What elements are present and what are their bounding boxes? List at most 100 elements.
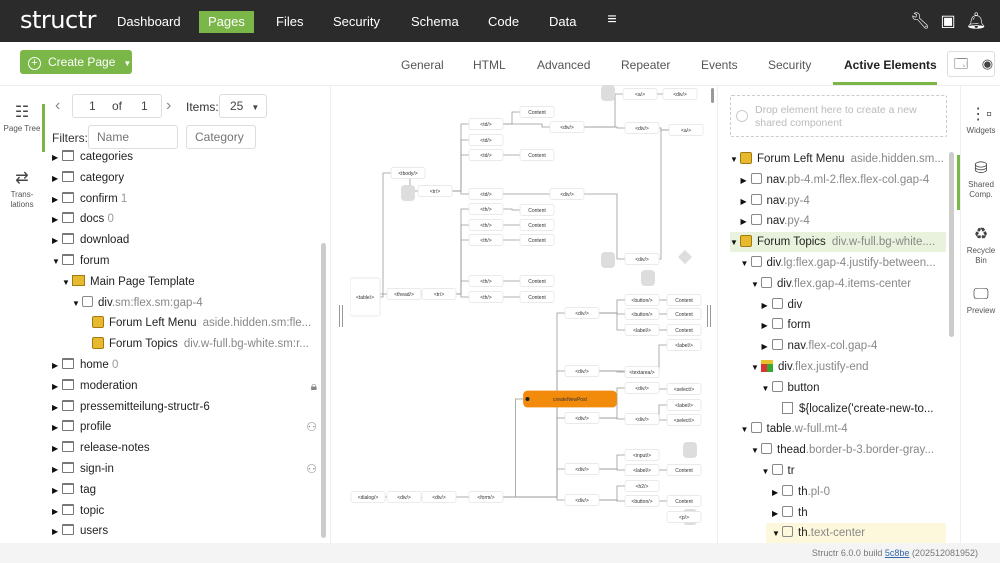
tree-row[interactable]: ▼ th.text-center (766, 523, 946, 543)
caret-right-icon[interactable]: ▶ (52, 381, 59, 391)
graph-node[interactable]: <p/> (666, 511, 702, 523)
graph-node[interactable]: <div/> (624, 122, 660, 134)
graph-node[interactable]: <div/> (549, 188, 585, 200)
create-page-button[interactable]: + Create Page ▼ (20, 50, 132, 74)
nav-schema[interactable]: Schema (411, 14, 459, 29)
page-tree-scrollbar[interactable] (321, 243, 326, 538)
caret-right-icon[interactable]: ▶ (772, 487, 779, 497)
nav-security[interactable]: Security (333, 14, 380, 29)
graph-node[interactable]: <td/> (468, 149, 504, 161)
graph-node[interactable]: <div/> (421, 491, 457, 503)
nav-data[interactable]: Data (549, 14, 577, 29)
caret-right-icon[interactable]: ▶ (740, 217, 747, 227)
graph-node[interactable]: <label/> (624, 324, 660, 336)
graph-node[interactable]: <th/> (468, 234, 504, 246)
graph-node[interactable]: <div/> (564, 307, 600, 319)
users-icon[interactable]: ⚇ (306, 420, 317, 435)
graph-node[interactable]: <td/> (468, 118, 504, 130)
graph-node[interactable]: <td/> (468, 188, 504, 200)
tree-row[interactable]: ▶ docs 0 (52, 209, 317, 229)
graph-node[interactable]: <textarea/> (624, 366, 660, 378)
caret-down-icon[interactable]: ▼ (62, 277, 70, 287)
right-splitter-handle[interactable] (707, 305, 711, 327)
tree-row[interactable]: ▶ nav.py-4 (741, 211, 947, 231)
graph-node[interactable]: <input/> (624, 449, 660, 461)
graph-node[interactable]: <th/> (468, 203, 504, 215)
tree-row[interactable]: ▼ forum (52, 251, 317, 271)
graph-node[interactable]: <tr/> (417, 185, 453, 197)
graph-node[interactable]: <div/> (662, 88, 698, 100)
tree-row[interactable]: ▼ div.lg:flex.gap-4.justify-between... (741, 253, 947, 273)
caret-down-icon[interactable]: ▼ (751, 446, 759, 456)
caret-right-icon[interactable]: ▶ (52, 361, 59, 370)
tree-row[interactable]: ▶ th (772, 503, 946, 523)
tree-row[interactable]: ▶ home 0 (52, 355, 317, 375)
tree-row[interactable]: ▶ form (762, 315, 947, 335)
graph-node[interactable]: <div/> (564, 463, 600, 475)
tab-security[interactable]: Security (768, 58, 812, 72)
tree-row[interactable]: ▼ Main Page Template (62, 272, 317, 292)
graph-node[interactable]: <tr/> (421, 288, 457, 300)
terminal-icon[interactable]: ▣ (940, 13, 956, 30)
tab-events[interactable]: Events (701, 58, 738, 72)
caret-down-icon[interactable]: ▼ (751, 363, 759, 372)
caret-right-icon[interactable]: ▶ (761, 342, 768, 352)
tree-row[interactable]: ▶ confirm 1 (52, 189, 317, 209)
graph-node[interactable]: <tbody/> (390, 167, 426, 179)
graph-node[interactable]: Content (666, 495, 702, 507)
prev-page-button[interactable]: ‹ (55, 97, 61, 114)
shared-tree-scrollbar[interactable] (949, 152, 954, 337)
tree-row[interactable]: Forum Left Menu aside.hidden.sm:fle... (82, 313, 317, 333)
graph-node[interactable]: <td/> (468, 134, 504, 146)
graph-node[interactable]: <div/> (624, 253, 660, 265)
caret-right-icon[interactable]: ▶ (52, 465, 59, 474)
tree-row[interactable]: ▶ nav.flex-col.gap-4 (762, 336, 947, 356)
graph-node[interactable]: <label/> (666, 339, 702, 351)
tab-active-elements[interactable]: Active Elements (844, 58, 937, 72)
page-settings-icon[interactable]: 🗔 (954, 56, 969, 71)
graph-node[interactable]: <div/> (564, 494, 600, 506)
graph-node[interactable]: <div/> (564, 412, 600, 424)
graph-node[interactable]: <form/> (468, 491, 504, 503)
caret-right-icon[interactable]: ▶ (52, 215, 59, 225)
caret-right-icon[interactable]: ▶ (740, 196, 747, 206)
caret-down-icon[interactable]: ▼ (772, 529, 780, 539)
tree-row[interactable]: ▶ category (52, 168, 317, 188)
caret-right-icon[interactable]: ▶ (761, 300, 768, 310)
caret-right-icon[interactable]: ▶ (52, 173, 59, 183)
tree-row[interactable]: ▼ table.w-full.mt-4 (741, 419, 947, 439)
caret-right-icon[interactable]: ▶ (761, 321, 768, 331)
nav-code[interactable]: Code (488, 14, 520, 29)
graph-node[interactable]: Content (666, 464, 702, 476)
caret-down-icon[interactable]: ▼ (52, 257, 60, 266)
tab-html[interactable]: HTML (473, 58, 506, 72)
nav-dashboard[interactable]: Dashboard (117, 14, 181, 29)
lock-icon[interactable]: 🔒︎ (310, 378, 317, 393)
graph-node[interactable]: Content (519, 291, 555, 303)
caret-down-icon[interactable]: ▼ (740, 259, 749, 268)
strip-widgets[interactable]: ⋮▫ Widgets (959, 106, 1000, 136)
caret-right-icon[interactable]: ▶ (52, 402, 59, 412)
caret-down-icon[interactable]: ▼ (730, 238, 738, 248)
caret-down-icon[interactable]: ▼ (761, 383, 770, 393)
tree-row[interactable]: ▼ div.flex.justify-end (751, 357, 946, 377)
caret-right-icon[interactable]: ▶ (52, 153, 59, 162)
caret-right-icon[interactable]: ▶ (52, 423, 59, 433)
dropdown-circle-icon[interactable]: ◉ (981, 56, 994, 71)
logo[interactable]: structr (20, 6, 96, 34)
graph-node[interactable]: Content (519, 219, 555, 231)
graph-node[interactable]: <div/> (549, 121, 585, 133)
caret-down-icon[interactable]: ▼ (730, 155, 738, 164)
strip-preview[interactable]: 🖵 Preview (959, 286, 1000, 316)
graph-node[interactable]: <button/> (624, 294, 660, 306)
tree-row[interactable]: ▼ div.sm:flex.sm:gap-4 (72, 293, 317, 313)
graph-node[interactable]: <button/> (624, 495, 660, 507)
graph-node[interactable]: <table/> (350, 277, 381, 317)
graph-node[interactable]: Content (519, 275, 555, 287)
users-icon[interactable]: ⚇ (306, 462, 317, 476)
tree-row[interactable]: ▶ nav.py-4 (741, 191, 947, 211)
graph-node[interactable]: <dialog/> (350, 491, 386, 503)
shared-component-dropzone[interactable]: Drop element here to create a new shared… (730, 95, 947, 137)
graph-node[interactable]: Content (666, 308, 702, 320)
tree-row[interactable]: Forum Topics div.w-full.bg-white.sm:r... (82, 334, 317, 354)
